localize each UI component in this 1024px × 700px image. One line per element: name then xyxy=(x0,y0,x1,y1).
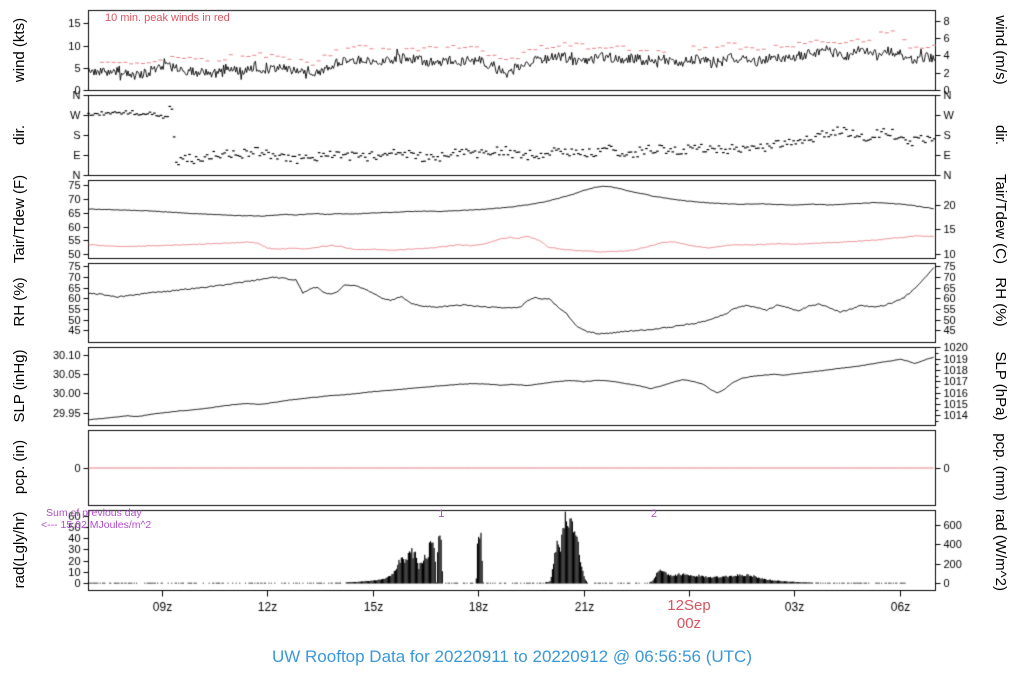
rad-marker-1: 1 xyxy=(438,508,445,520)
peak-winds-note: 10 min. peak winds in red xyxy=(105,12,230,24)
x-axis-date-marker: 12Sep 00z xyxy=(634,597,744,633)
date-marker-day: 12Sep xyxy=(667,597,711,614)
rad-sum-note-line2: <--- 15.02 MJoules/m^2 xyxy=(41,519,152,531)
figure-title: UW Rooftop Data for 20220911 to 20220912… xyxy=(271,647,752,666)
rad-sum-note-line1: Sum of previous day xyxy=(46,507,142,519)
date-marker-hour: 00z xyxy=(676,615,702,632)
rad-marker-2: 2 xyxy=(650,508,657,520)
